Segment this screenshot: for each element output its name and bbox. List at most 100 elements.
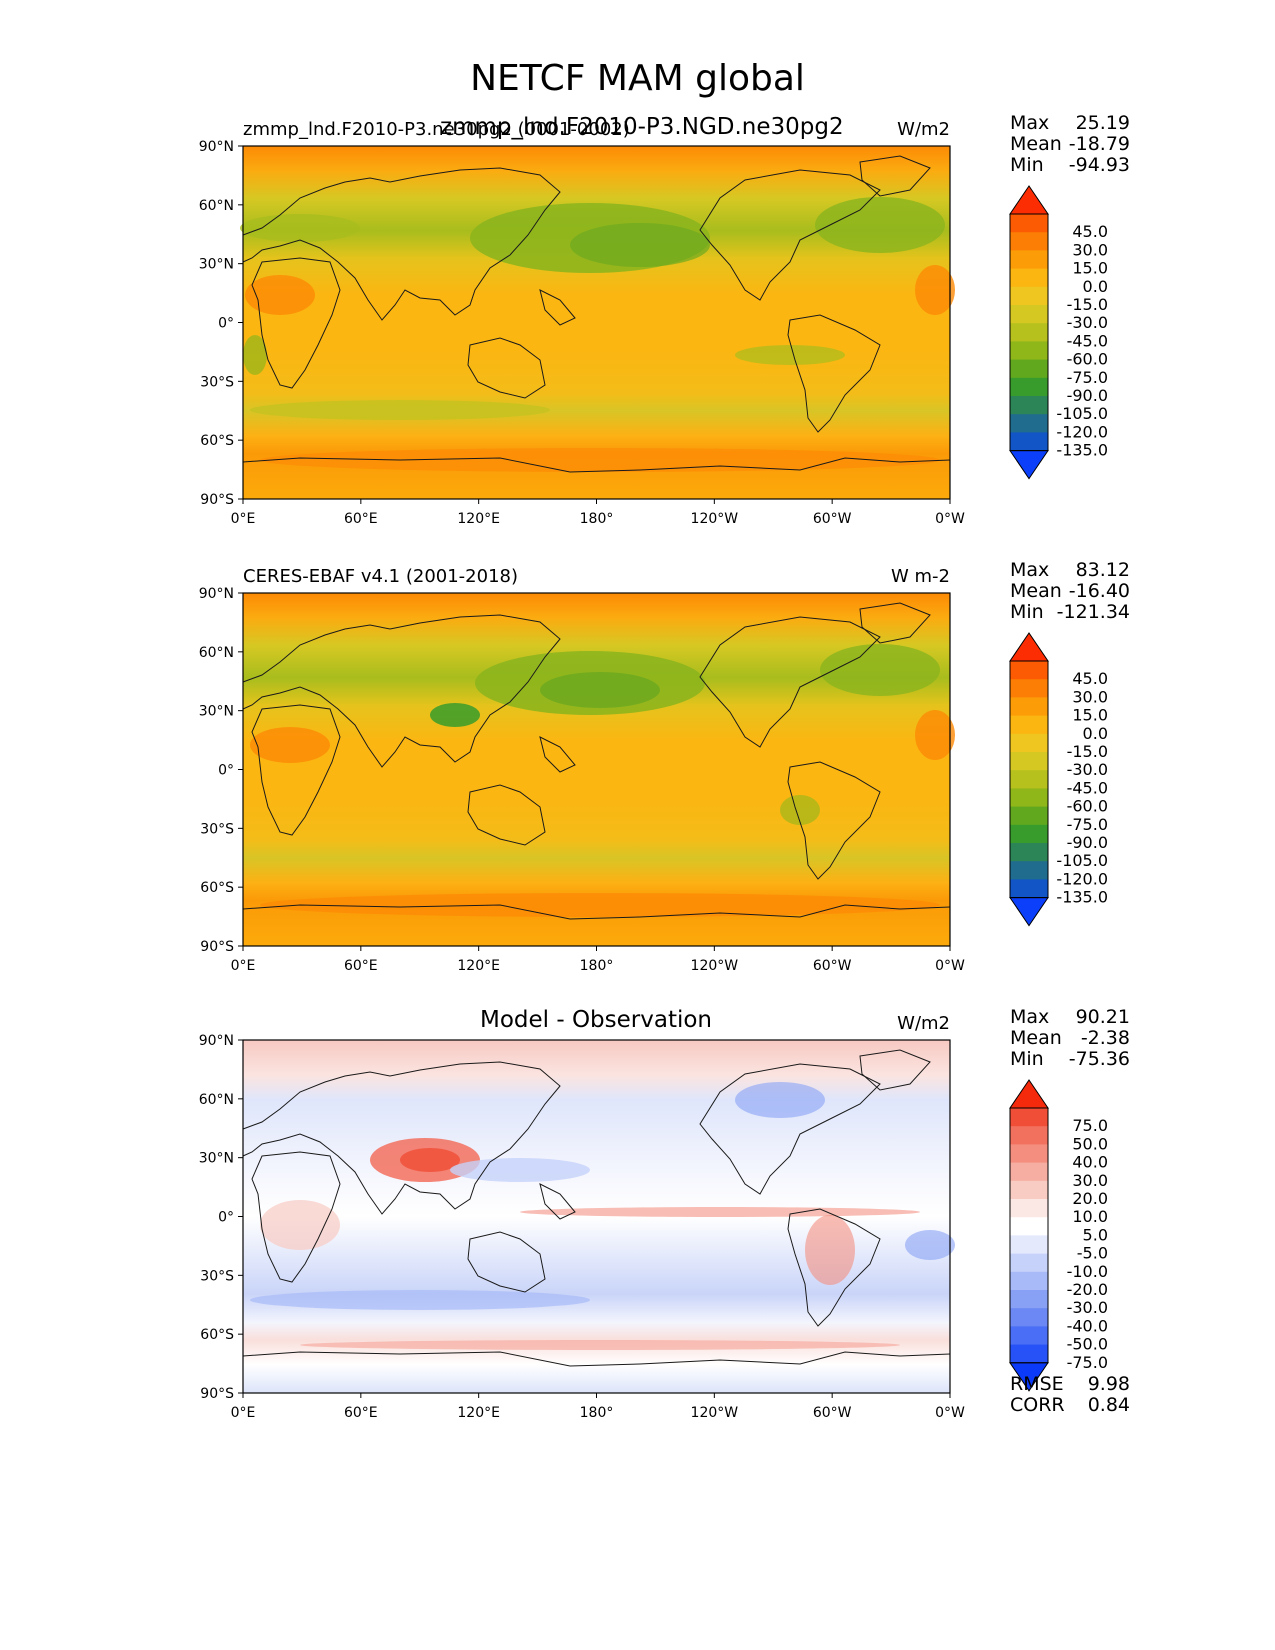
colorbar-segment [1010, 806, 1048, 826]
lat-tick-label: 30°N [199, 704, 234, 720]
colorbar-level-label: -45.0 [1067, 778, 1108, 797]
colorbar-level-label: -90.0 [1067, 386, 1108, 405]
lat-tick-label: 90°N [199, 139, 234, 155]
lon-tick-label: 120°W [691, 1405, 739, 1421]
colorbar-segment [1010, 1144, 1048, 1164]
panel-3-max-value: 90.21 [1075, 1006, 1130, 1028]
rmse-label: RMSE [1010, 1373, 1064, 1395]
lat-tick-label: 0° [218, 316, 234, 332]
lon-tick-label: 60°E [344, 1405, 378, 1421]
lon-tick-label: 180° [580, 511, 614, 527]
colorbar-segment [1010, 1199, 1048, 1218]
coastline-segment [539, 1183, 576, 1220]
coastline-segment [699, 169, 881, 301]
colorbar-segment [1010, 1180, 1048, 1200]
colorbar-level-label: 75.0 [1072, 1116, 1108, 1135]
coastline-segment [859, 155, 931, 197]
colorbar-level-label: -75.0 [1067, 368, 1108, 387]
panel-2-mean-value: -16.40 [1068, 580, 1130, 602]
lon-tick-label: 180° [580, 958, 614, 974]
panel-2-units: W m-2 [890, 566, 950, 587]
colorbar-level-label: -75.0 [1067, 815, 1108, 834]
panel-1-coastlines [242, 155, 951, 473]
coastline-segment [467, 784, 546, 846]
coastline-segment [251, 704, 341, 836]
coastline-segment [859, 1049, 931, 1091]
colorbar-outline [1009, 213, 1049, 452]
coastline-segment [539, 736, 576, 773]
corr-label: CORR [1010, 1394, 1065, 1416]
colorbar-level-label: 30.0 [1072, 240, 1108, 259]
colorbar-level-label: -20.0 [1067, 1280, 1108, 1299]
coastline-segment [242, 614, 561, 768]
coastline-segment [467, 1231, 546, 1293]
panel-3-title: Model - Observation [479, 1007, 713, 1033]
colorbars: 45.030.015.00.0-15.0-30.0-45.0-60.0-75.0… [1009, 185, 1108, 1392]
panel-2-max-label: Max [1010, 559, 1050, 581]
lat-tick-label: 60°N [199, 198, 234, 214]
north-atlantic-cloud-band [820, 644, 940, 696]
colorbar-level-label: 50.0 [1072, 1134, 1108, 1153]
coastline-segment [242, 904, 951, 920]
lat-tick-label: 90°S [200, 939, 234, 955]
lon-tick-label: 120°E [457, 511, 500, 527]
colorbar-segment [1010, 661, 1048, 680]
colorbar-level-label: -105.0 [1056, 404, 1108, 423]
lon-tick-label: 0°E [231, 958, 256, 974]
colorbar-segment [1010, 879, 1048, 899]
panel-3-mean-value: -2.38 [1080, 1027, 1130, 1049]
lat-tick-label: 90°N [199, 1033, 234, 1049]
lat-tick-label: 90°S [200, 1386, 234, 1402]
colorbar-segment [1010, 733, 1048, 753]
lon-tick-label: 0°E [231, 1405, 256, 1421]
colorbar-level-label: -30.0 [1067, 1298, 1108, 1317]
colorbar-level-label: -50.0 [1067, 1335, 1108, 1354]
colorbar-segment [1010, 359, 1048, 379]
lon-tick-label: 120°W [691, 511, 739, 527]
colorbar-level-label: -105.0 [1056, 851, 1108, 870]
figure-title: NETCF MAM global [470, 58, 805, 99]
colorbar-level-label: -60.0 [1067, 797, 1108, 816]
lon-tick-label: 0°W [935, 511, 965, 527]
colorbar-extend-max [1009, 185, 1049, 215]
colorbar-segment [1010, 843, 1048, 862]
colorbar-level-label: -30.0 [1067, 313, 1108, 332]
panel-3-colorbar: 75.050.040.030.020.010.05.0-5.0-10.0-20.… [1009, 1079, 1108, 1392]
colorbar-level-label: -135.0 [1056, 441, 1108, 460]
colorbar-segment [1010, 679, 1048, 698]
lat-tick-label: 0° [218, 763, 234, 779]
colorbar-level-label: -30.0 [1067, 760, 1108, 779]
colorbar-segment [1010, 788, 1048, 808]
colorbar-level-label: 45.0 [1072, 669, 1108, 688]
colorbar-segment [1010, 1344, 1048, 1364]
lat-tick-label: 30°S [200, 1268, 234, 1284]
colorbar-level-label: -120.0 [1056, 869, 1108, 888]
colorbar-extend-min [1009, 450, 1049, 480]
colorbar-level-label: -40.0 [1067, 1316, 1108, 1335]
colorbar-level-label: 5.0 [1083, 1225, 1108, 1244]
lon-tick-label: 120°W [691, 958, 739, 974]
colorbar-segment [1010, 715, 1048, 735]
colorbar-segment [1010, 1108, 1048, 1127]
colorbar-level-label: 10.0 [1072, 1207, 1108, 1226]
colorbar-segment [1010, 824, 1048, 844]
panel-2-colorbar: 45.030.015.00.0-15.0-30.0-45.0-60.0-75.0… [1009, 632, 1108, 927]
lat-tick-label: 90°S [200, 492, 234, 508]
panel-1-min-label: Min [1010, 154, 1044, 176]
colorbar-level-label: -75.0 [1067, 1353, 1108, 1372]
lon-tick-label: 60°W [813, 511, 852, 527]
lon-tick-label: 60°E [344, 958, 378, 974]
colorbar-level-label: -135.0 [1056, 888, 1108, 907]
colorbar-segment [1010, 286, 1048, 306]
colorbar-segment [1010, 752, 1048, 771]
colorbar-segment [1010, 1126, 1048, 1145]
panel-3-max-label: Max [1010, 1006, 1050, 1028]
colorbar-segment [1010, 432, 1048, 452]
lon-tick-label: 0°E [231, 511, 256, 527]
coastline-segment [242, 457, 951, 473]
lat-tick-label: 30°S [200, 374, 234, 390]
coastline-segment [242, 167, 561, 321]
colorbar-segment [1010, 250, 1048, 270]
coastline-segment [699, 616, 881, 748]
